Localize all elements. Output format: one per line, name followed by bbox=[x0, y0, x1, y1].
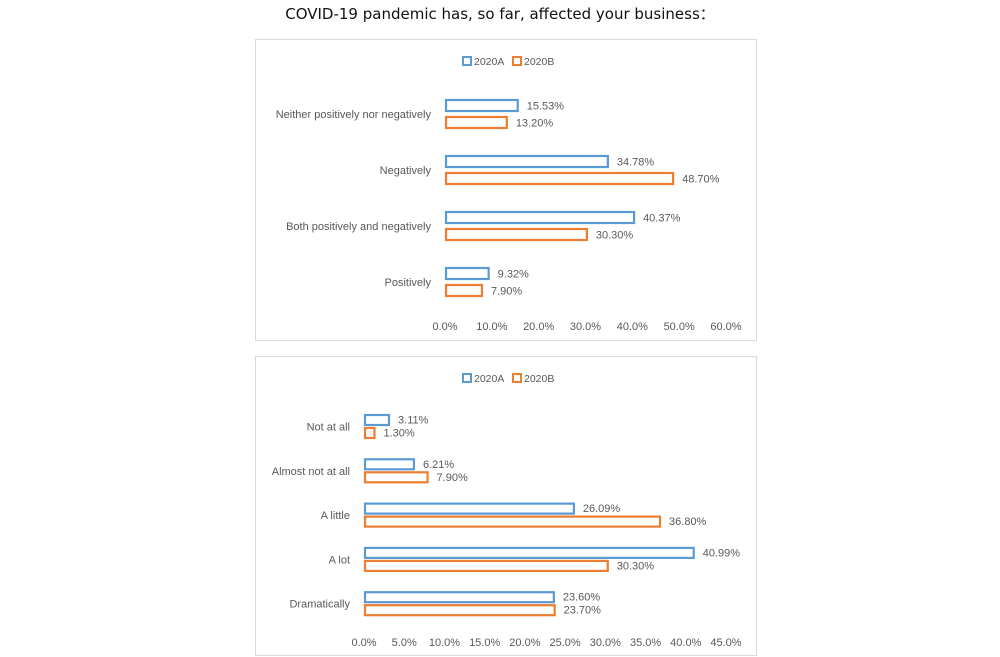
category-label-a-lot: A lot bbox=[329, 554, 350, 566]
bar-2020b-almost-not-at-all bbox=[363, 471, 429, 484]
category-label-not-at-all: Not at all bbox=[307, 422, 350, 434]
x-tick-label: 25.0% bbox=[550, 637, 581, 649]
data-label-2020a-both-positively-and-negatively: 40.37% bbox=[643, 213, 681, 225]
bar-2020b-dramatically bbox=[363, 604, 556, 617]
category-label-dramatically: Dramatically bbox=[289, 599, 350, 611]
category-label-a-little: A little bbox=[321, 510, 350, 522]
bar-2020a-neither-positively-nor-negatively bbox=[444, 98, 519, 113]
x-tick-label: 40.0% bbox=[617, 321, 648, 333]
data-label-2020b-negatively: 48.70% bbox=[682, 174, 720, 186]
data-label-2020a-a-little: 26.09% bbox=[583, 503, 621, 515]
data-label-2020a-not-at-all: 3.11% bbox=[398, 415, 429, 427]
x-tick-label: 0.0% bbox=[432, 321, 457, 333]
bar-2020a-almost-not-at-all bbox=[363, 458, 416, 471]
chart-panel-overall-effect: 2020A 2020B Neither positively nor negativ… bbox=[255, 39, 757, 341]
x-tick-label: 35.0% bbox=[630, 637, 661, 649]
bar-2020b-positively bbox=[444, 283, 484, 298]
x-tick-label: 60.0% bbox=[710, 321, 741, 333]
legend-swatch-2020b bbox=[512, 56, 522, 66]
legend-label-2020a: 2020A bbox=[474, 56, 504, 68]
x-tick-label: 40.0% bbox=[670, 637, 701, 649]
legend-swatch-2020b bbox=[512, 373, 522, 383]
data-label-2020b-both-positively-and-negatively: 30.30% bbox=[596, 230, 634, 242]
bar-2020a-both-positively-and-negatively bbox=[444, 210, 636, 225]
data-label-2020a-negatively: 34.78% bbox=[617, 157, 655, 169]
category-label-positively: Positively bbox=[385, 277, 432, 289]
category-label-neither-positively-nor-negatively: Neither positively nor negatively bbox=[276, 109, 432, 121]
category-label-both-positively-and-negatively: Both positively and negatively bbox=[286, 221, 431, 233]
legend-swatch-2020a bbox=[462, 373, 472, 383]
category-label-almost-not-at-all: Almost not at all bbox=[272, 466, 350, 478]
x-tick-label: 10.0% bbox=[429, 637, 460, 649]
chart-panel-effect-magnitude: 2020A 2020B Not at all 3.11% 1.30% Almost not… bbox=[255, 356, 757, 656]
data-label-2020b-neither-positively-nor-negatively: 13.20% bbox=[516, 118, 554, 130]
x-tick-label: 30.0% bbox=[570, 321, 601, 333]
bar-2020b-a-lot bbox=[363, 559, 609, 572]
bar-2020a-dramatically bbox=[363, 591, 555, 604]
bar-2020b-a-little bbox=[363, 515, 662, 528]
data-label-2020a-a-lot: 40.99% bbox=[703, 547, 741, 559]
data-label-2020b-not-at-all: 1.30% bbox=[383, 428, 414, 440]
x-tick-label: 45.0% bbox=[710, 637, 741, 649]
data-label-2020b-a-little: 36.80% bbox=[669, 516, 707, 528]
x-tick-label: 50.0% bbox=[664, 321, 695, 333]
bar-2020a-negatively bbox=[444, 154, 609, 169]
bar-2020a-a-lot bbox=[363, 546, 695, 559]
bar-2020a-positively bbox=[444, 266, 490, 281]
x-tick-label: 10.0% bbox=[476, 321, 507, 333]
bar-2020a-not-at-all bbox=[363, 413, 391, 427]
x-tick-label: 20.0% bbox=[509, 637, 540, 649]
data-label-2020a-positively: 9.32% bbox=[498, 269, 529, 281]
bar-2020b-neither-positively-nor-negatively bbox=[444, 115, 508, 130]
x-tick-label: 20.0% bbox=[523, 321, 554, 333]
bar-2020a-a-little bbox=[363, 502, 575, 515]
data-label-2020a-dramatically: 23.60% bbox=[563, 592, 601, 604]
data-label-2020b-positively: 7.90% bbox=[491, 286, 522, 298]
bar-2020b-both-positively-and-negatively bbox=[444, 227, 589, 242]
chart-overall-effect: 2020A 2020B Neither positively nor negativ… bbox=[276, 56, 742, 333]
data-label-2020a-almost-not-at-all: 6.21% bbox=[423, 459, 454, 471]
x-tick-label: 15.0% bbox=[469, 637, 500, 649]
x-tick-label: 30.0% bbox=[590, 637, 621, 649]
legend-label-2020b: 2020B bbox=[524, 56, 554, 68]
data-label-2020b-a-lot: 30.30% bbox=[617, 560, 655, 572]
chart-effect-magnitude: 2020A 2020B Not at all 3.11%1.30% Almost not… bbox=[272, 373, 742, 649]
legend-label-2020b: 2020B bbox=[524, 373, 554, 385]
bar-2020b-not-at-all bbox=[363, 426, 376, 440]
legend-swatch-2020a bbox=[462, 56, 472, 66]
data-label-2020b-almost-not-at-all: 7.90% bbox=[437, 472, 468, 484]
bar-2020b-negatively bbox=[444, 171, 675, 186]
x-tick-label: 0.0% bbox=[351, 637, 376, 649]
legend-label-2020a: 2020A bbox=[474, 373, 504, 385]
data-label-2020a-neither-positively-nor-negatively: 15.53% bbox=[527, 101, 565, 113]
x-tick-label: 5.0% bbox=[392, 637, 417, 649]
data-label-2020b-dramatically: 23.70% bbox=[564, 605, 602, 617]
page-title: COVID-19 pandemic has, so far, affected … bbox=[285, 5, 715, 23]
category-label-negatively: Negatively bbox=[380, 165, 432, 177]
